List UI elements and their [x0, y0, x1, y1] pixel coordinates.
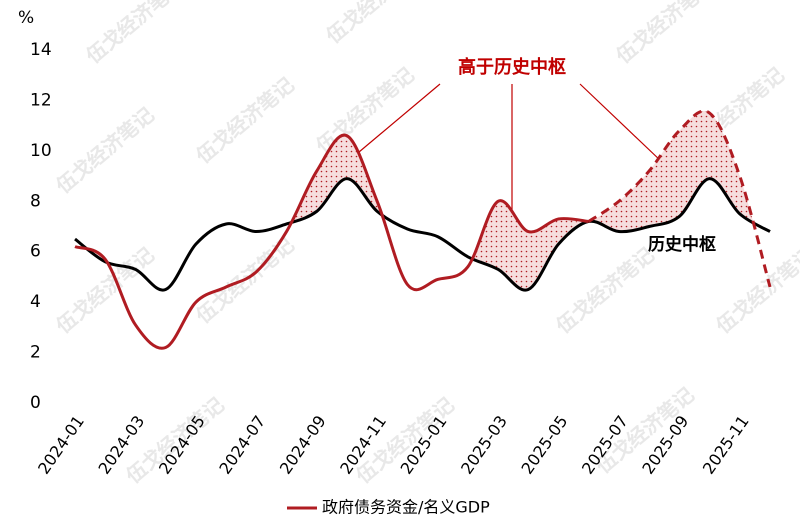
- annotation: 高于历史中枢: [458, 56, 566, 78]
- watermark: 伍戈经济笔记: [191, 73, 299, 169]
- y-tick-label: 0: [30, 393, 41, 413]
- y-unit: %: [18, 8, 34, 28]
- watermark: 伍戈经济笔记: [81, 0, 189, 69]
- y-tick-label: 12: [30, 90, 52, 110]
- y-tick-label: 8: [30, 191, 41, 211]
- watermark: 伍戈经济笔记: [51, 103, 159, 199]
- series-line: [74, 177, 771, 292]
- x-tick-label: 2025-03: [457, 412, 511, 478]
- x-tick-label: 2025-11: [699, 412, 753, 478]
- watermark: 伍戈经济笔记: [611, 0, 719, 69]
- series-line: [587, 109, 772, 288]
- x-tick-label: 2024-01: [34, 412, 88, 478]
- y-tick-label: 10: [30, 141, 52, 161]
- watermark: 伍戈经济笔记: [711, 243, 800, 339]
- y-tick-label: 4: [30, 292, 41, 312]
- x-tick-label: 2024-09: [276, 412, 330, 478]
- series-line: [74, 133, 589, 350]
- y-tick-label: 6: [30, 242, 41, 262]
- watermark: 伍戈经济笔记: [551, 243, 659, 339]
- y-tick-label: 14: [30, 40, 52, 60]
- x-tick-label: 2025-05: [518, 412, 572, 478]
- watermark: 伍戈经济笔记: [321, 0, 429, 49]
- legend-label: 政府债务资金/名义GDP: [322, 498, 490, 517]
- watermark: 伍戈经济笔记: [311, 63, 419, 159]
- x-tick-label: 2024-07: [215, 412, 269, 478]
- y-tick-label: 2: [30, 343, 41, 363]
- annotation-arrow: [579, 83, 663, 163]
- series-label: 历史中枢: [648, 234, 716, 255]
